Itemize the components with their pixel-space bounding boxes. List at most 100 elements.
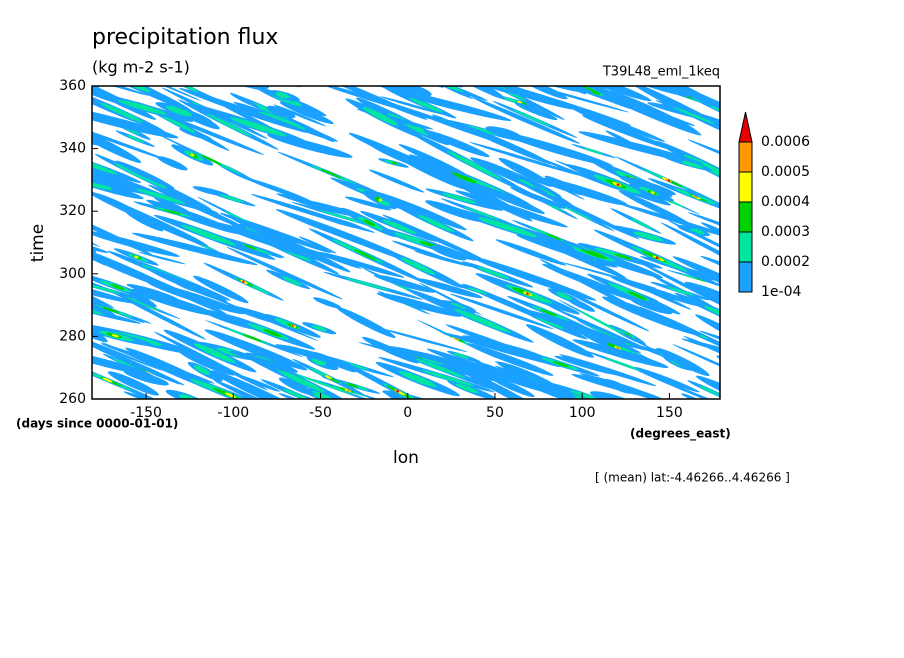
contour-fill — [206, 113, 252, 137]
contour-fill — [414, 278, 483, 299]
contour-fill — [703, 305, 720, 331]
contour-fill — [634, 259, 720, 314]
contour-fill — [244, 244, 258, 250]
contour-fill — [455, 383, 479, 394]
contour-fill — [102, 377, 113, 383]
contour-fill — [684, 281, 720, 309]
contour-fill — [656, 348, 710, 376]
contour-fill — [382, 214, 489, 263]
contour-fill — [466, 343, 554, 376]
contour-fill — [699, 330, 720, 357]
contour-fill — [512, 109, 551, 127]
contour-fill — [617, 202, 720, 242]
contour-fill — [418, 86, 465, 93]
contour-fill — [430, 245, 467, 261]
contour-fill — [134, 255, 139, 259]
contour-fill — [267, 133, 353, 158]
contour-fill — [92, 270, 134, 304]
colorbar-label: 0.0005 — [761, 164, 810, 180]
contour-fill — [92, 316, 108, 343]
contour-fill — [433, 86, 505, 99]
contour-fill — [526, 324, 595, 358]
contour-fill — [451, 172, 477, 184]
contour-fill — [540, 309, 557, 317]
contour-fill — [538, 86, 652, 102]
contour-fill — [667, 179, 671, 182]
contour-fill — [242, 334, 263, 342]
y-units: (days since 0000-01-01) — [16, 417, 178, 431]
contour-fill — [614, 274, 691, 310]
contour-fill — [92, 190, 209, 247]
contour-fill — [266, 105, 296, 119]
contour-fill — [136, 188, 185, 204]
contour-fill — [414, 358, 466, 379]
contour-fill — [453, 352, 469, 359]
contour-fill — [164, 209, 181, 215]
contour-fill — [53, 285, 58, 289]
contour-fill — [278, 393, 330, 399]
contour-fill — [115, 160, 175, 189]
contour-fill — [628, 86, 718, 106]
contour-fill — [273, 104, 327, 127]
contour-fill — [92, 341, 185, 386]
contour-fill — [614, 253, 632, 260]
contour-fill — [638, 370, 720, 399]
colorbar-bin — [738, 141, 753, 173]
y-tick-label: 320 — [59, 203, 86, 219]
colorbar-label: 0.0006 — [761, 134, 810, 150]
contour-fill — [545, 233, 562, 241]
contour-fill — [346, 383, 359, 388]
contour-fill — [630, 217, 654, 230]
contour-fill — [427, 86, 508, 93]
contour-fill — [416, 86, 531, 99]
chart-subtitle: (kg m-2 s-1) — [92, 58, 190, 77]
contour-fill — [655, 256, 659, 259]
contour-fill — [168, 276, 206, 294]
contour-fill — [572, 339, 669, 368]
contour-fill — [92, 160, 157, 196]
contour-fill — [467, 287, 488, 295]
contour-fill — [462, 335, 545, 358]
contour-fill — [472, 97, 581, 144]
contour-fill — [556, 292, 572, 300]
contour-fill — [110, 290, 207, 340]
contour-fill — [376, 292, 462, 317]
contour-fill — [705, 99, 720, 120]
contour-fill — [453, 308, 511, 333]
contour-fill — [92, 265, 105, 307]
contour-fill — [353, 249, 378, 261]
contour-fill — [518, 178, 536, 188]
contour-fill — [630, 298, 673, 315]
contour-fill — [385, 392, 447, 399]
contour-fill — [700, 222, 720, 254]
contour-fill — [110, 284, 125, 290]
contour-fill — [382, 219, 417, 234]
contour-fill — [463, 206, 500, 221]
contour-fill — [154, 197, 191, 214]
contour-fill — [449, 293, 554, 330]
contour-fill — [576, 81, 579, 84]
contour-fill — [362, 336, 419, 364]
contour-fill — [378, 198, 382, 202]
contour-fill — [226, 246, 343, 300]
contour-fill — [44, 281, 65, 291]
contour-fill — [57, 281, 67, 288]
contour-fill — [92, 175, 113, 190]
contour-fill — [477, 267, 510, 280]
colorbar-bin — [738, 231, 753, 263]
contour-fill — [295, 374, 355, 396]
contour-fill — [59, 282, 64, 286]
contour-fill — [245, 177, 314, 203]
contour-fill — [680, 160, 704, 169]
contour-fill — [552, 284, 650, 332]
contour-fill — [634, 366, 700, 393]
contour-fill — [190, 153, 195, 157]
contour-fill — [178, 350, 235, 376]
contour-fill — [229, 92, 260, 108]
contour-fill — [737, 73, 764, 88]
contour-fill — [417, 214, 454, 233]
contour-fill — [275, 91, 290, 99]
contour-fill — [400, 257, 436, 275]
contour-fill — [213, 379, 297, 399]
